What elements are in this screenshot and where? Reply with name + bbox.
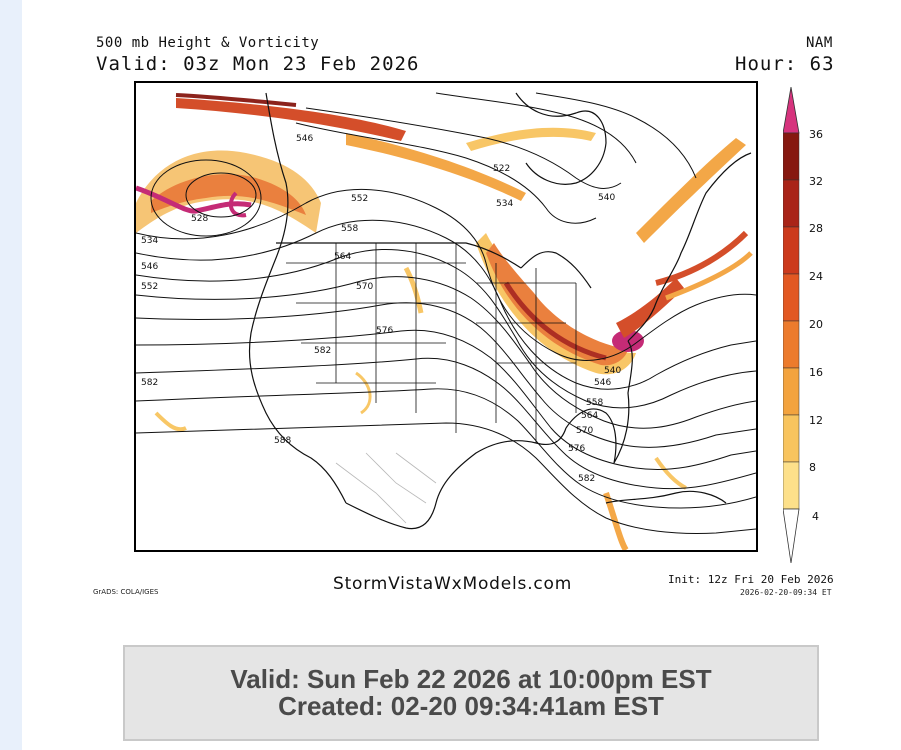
- valid-info-box: Valid: Sun Feb 22 2026 at 10:00pm EST Cr…: [123, 645, 819, 741]
- contour-label-552: 552: [351, 194, 368, 204]
- state-borders: [286, 243, 577, 443]
- contour-label-588: 588: [274, 436, 291, 446]
- colorbar-tick: 32: [809, 175, 823, 188]
- contour-label-576: 576: [376, 326, 393, 336]
- colorbar-tick: 24: [809, 270, 823, 283]
- colorbar-tick: 12: [809, 414, 823, 427]
- colorbar-tick: 20: [809, 318, 823, 331]
- product-title: 500 mb Height & Vorticity: [96, 35, 320, 51]
- contour-label-552-west: 552: [141, 282, 158, 292]
- contour-label-564-east: 564: [581, 411, 598, 421]
- forecast-hour: Hour: 63: [735, 53, 835, 75]
- contour-label-582-west: 582: [314, 346, 331, 356]
- valid-local-time: Valid: Sun Feb 22 2026 at 10:00pm EST: [230, 664, 712, 694]
- contour-label-534-west: 534: [141, 236, 158, 246]
- contour-label-558-east: 558: [586, 398, 603, 408]
- contour-label-546-west: 546: [141, 262, 158, 272]
- contour-label-546-north: 546: [296, 134, 313, 144]
- contour-label-582-east: 582: [578, 474, 595, 484]
- colorbar-tick: 8: [809, 461, 816, 474]
- contour-label-570: 570: [356, 282, 373, 292]
- created-time: Created: 02-20 09:34:41am EST: [278, 691, 664, 721]
- contour-label-522: 522: [493, 164, 510, 174]
- contour-label-570-east: 570: [576, 426, 593, 436]
- contour-label-540-north: 540: [598, 193, 615, 203]
- generated-stamp: 2026-02-20-09:34 ET: [740, 588, 832, 597]
- init-time: Init: 12z Fri 20 Feb 2026: [668, 573, 834, 586]
- contour-label-576-east: 576: [568, 444, 585, 454]
- contour-labels: 546 552 558 564 570 576 582 588 528 534 …: [141, 134, 621, 484]
- grads-credit: GrADS: COLA/IGES: [93, 588, 159, 596]
- colorbar-tick: 36: [809, 128, 823, 141]
- colorbar-tick: 4: [812, 510, 819, 523]
- colorbar-bottom-arrow: [783, 508, 800, 564]
- vorticity-colorbar: [783, 87, 800, 564]
- model-name: NAM: [806, 35, 833, 51]
- colorbar-tick: 28: [809, 222, 823, 235]
- contour-label-528: 528: [191, 214, 208, 224]
- contour-label-534: 534: [496, 199, 513, 209]
- map-panel: 546 552 558 564 570 576 582 588 528 534 …: [134, 81, 758, 552]
- vorticity-shading: [136, 93, 753, 550]
- contour-label-546-east: 546: [594, 378, 611, 388]
- contour-label-558: 558: [341, 224, 358, 234]
- page-side-strip: [0, 0, 22, 750]
- contour-label-564: 564: [334, 252, 351, 262]
- map-svg: 546 552 558 564 570 576 582 588 528 534 …: [136, 92, 756, 550]
- colorbar-top-arrow: [783, 87, 800, 134]
- mexico-boundaries: [335, 452, 437, 524]
- valid-time: Valid: 03z Mon 23 Feb 2026: [96, 53, 420, 75]
- height-contours: [136, 92, 756, 534]
- contour-label-582-far-west: 582: [141, 378, 158, 388]
- colorbar-tick: 16: [809, 366, 823, 379]
- coastlines: [248, 92, 752, 530]
- contour-label-540-east: 540: [604, 366, 621, 376]
- site-watermark: StormVistaWxModels.com: [333, 574, 573, 594]
